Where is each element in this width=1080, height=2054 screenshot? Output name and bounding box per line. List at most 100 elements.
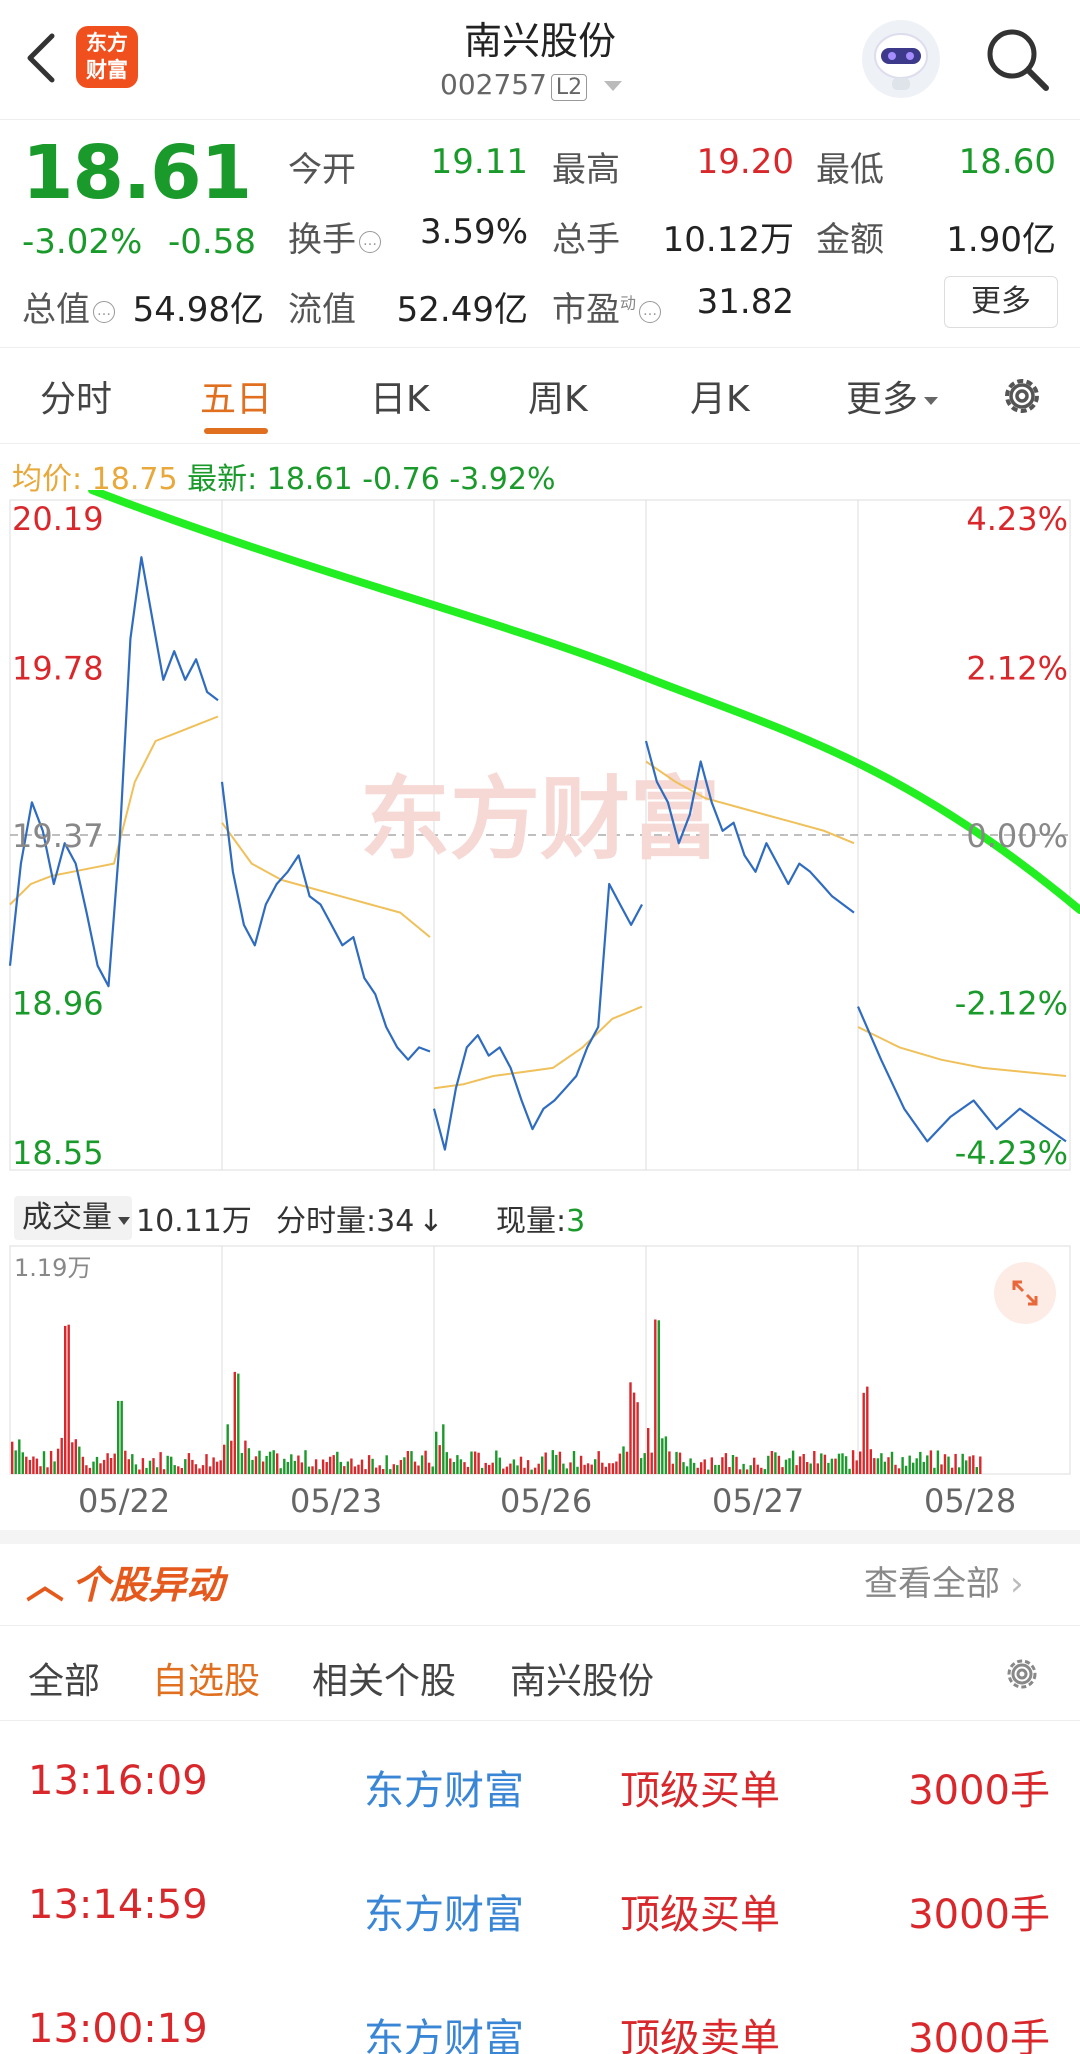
volume-bar (890, 1451, 894, 1474)
back-arrow-icon[interactable] (22, 30, 62, 86)
tab-weekly-k[interactable]: 周K (528, 379, 588, 420)
volume-bar (385, 1455, 388, 1474)
tab-daily-k[interactable]: 日K (370, 379, 430, 420)
list-item[interactable]: 13:16:09 东方财富 顶级买单 3000手 (0, 1722, 1080, 1846)
tab-five-day[interactable]: 五日 (200, 379, 273, 420)
volume-bar (233, 1371, 236, 1474)
search-icon[interactable] (984, 26, 1050, 92)
volume-bar (265, 1455, 268, 1474)
volume-bar (908, 1455, 911, 1474)
volume-bar (498, 1457, 501, 1474)
volume-bar (763, 1469, 766, 1474)
label-mktcap-group[interactable]: 总值… (22, 282, 115, 331)
latest-pct: -3.92% (449, 462, 556, 497)
volume-bar (378, 1465, 381, 1474)
label-open: 今开 (288, 150, 356, 190)
volume-bar (936, 1450, 940, 1474)
volume-bar (138, 1469, 141, 1474)
price-line (8, 556, 219, 988)
volume-bar (74, 1439, 77, 1474)
alert-stock-name: 东方财富 (364, 1892, 524, 1938)
section-title-group[interactable]: ︿ 个股异动 (26, 1554, 224, 1609)
x-tick-label: 05/23 (290, 1482, 383, 1520)
value-high: 19.20 (696, 142, 794, 182)
volume-bar (798, 1456, 802, 1474)
info-icon: … (93, 300, 115, 323)
volume-bar (823, 1454, 827, 1474)
volume-bar (728, 1467, 731, 1474)
expand-chart-button[interactable] (994, 1262, 1056, 1324)
volume-bar (141, 1458, 145, 1474)
volume-bar (399, 1460, 403, 1474)
list-item[interactable]: 13:14:59 东方财富 顶级买单 3000手 (0, 1846, 1080, 1970)
filter-all[interactable]: 全部 (28, 1661, 101, 1702)
volume-bar (131, 1454, 134, 1474)
volume-bar (268, 1451, 272, 1474)
filter-this-stock[interactable]: 南兴股份 (510, 1661, 655, 1702)
filter-watchlist[interactable]: 自选股 (152, 1661, 261, 1702)
volume-bar (258, 1450, 261, 1474)
volume-bar (410, 1451, 413, 1474)
volume-bar (109, 1458, 113, 1474)
volume-bar (353, 1466, 357, 1474)
value-float-cap: 52.49亿 (396, 290, 528, 330)
volume-bar (915, 1458, 918, 1474)
volume-bar (290, 1454, 293, 1474)
volume-bar (657, 1320, 660, 1474)
volume-bar (152, 1458, 155, 1474)
alert-type: 顶级卖单 (620, 2016, 780, 2054)
current-volume: 现量:3 (496, 1196, 585, 1240)
gear-icon[interactable] (996, 370, 1048, 422)
volume-bar (120, 1400, 123, 1474)
assistant-robot-icon[interactable] (862, 20, 940, 98)
tab-more[interactable]: 更多 (846, 370, 940, 422)
volume-bar (745, 1469, 749, 1474)
volume-bar (477, 1452, 480, 1474)
filter-related[interactable]: 相关个股 (312, 1661, 457, 1702)
label-float-cap: 流值 (288, 290, 356, 330)
volume-bar (926, 1455, 929, 1474)
volume-bar (685, 1466, 689, 1474)
five-day-price-chart[interactable]: 东方财富 20.19 19.78 19.37 18.96 18.55 4.23% 2.12% 0… (0, 490, 1080, 1190)
value-pe: 31.82 (696, 282, 794, 322)
label-turnover-group[interactable]: 换手… (288, 212, 381, 261)
volume-bar (647, 1428, 650, 1474)
volume-bar (318, 1469, 321, 1474)
volume-bar (208, 1466, 212, 1474)
volume-indicator-selector[interactable]: 成交量 (14, 1196, 132, 1240)
stock-name[interactable]: 南兴股份 (463, 19, 616, 63)
stock-code-group[interactable]: 002757 L2 (440, 68, 624, 101)
avg-price-line (433, 1005, 643, 1090)
volume-chart[interactable]: 1.19万 (0, 1244, 1080, 1494)
volume-bar (392, 1464, 395, 1474)
volume-bar (14, 1450, 17, 1474)
volume-bar (449, 1458, 452, 1474)
alert-stock-name: 东方财富 (364, 1768, 524, 1814)
volume-bar (417, 1465, 420, 1474)
list-item[interactable]: 13:00:19 东方财富 顶级卖单 3000手 (0, 1970, 1080, 2054)
volume-bar (753, 1457, 756, 1474)
tab-monthly-k[interactable]: 月K (690, 379, 750, 420)
volume-bar (802, 1454, 805, 1474)
label-volume: 总手 (552, 220, 620, 260)
volume-bar (201, 1465, 205, 1474)
volume-bar (883, 1461, 887, 1474)
volume-bar (661, 1438, 664, 1474)
gear-icon[interactable] (1000, 1652, 1044, 1696)
latest-change: -0.76 (362, 462, 440, 497)
app-logo[interactable]: 东方财富 (76, 26, 138, 88)
volume-bar (382, 1469, 385, 1474)
volume-bar (466, 1466, 470, 1474)
view-all-link[interactable]: 查看全部 › (864, 1556, 1024, 1605)
volume-bar (300, 1462, 304, 1474)
volume-bar (820, 1453, 823, 1474)
more-quote-button[interactable]: 更多 (944, 276, 1058, 328)
volume-bar (92, 1461, 95, 1474)
volume-bar (194, 1464, 198, 1474)
y-tick-label: 20.19 (12, 500, 104, 538)
volume-bar (830, 1458, 834, 1474)
tab-intraday[interactable]: 分时 (40, 379, 113, 420)
volume-bar (551, 1450, 554, 1474)
volume-bar (435, 1431, 438, 1474)
label-pe-group[interactable]: 市盈动… (552, 282, 662, 331)
